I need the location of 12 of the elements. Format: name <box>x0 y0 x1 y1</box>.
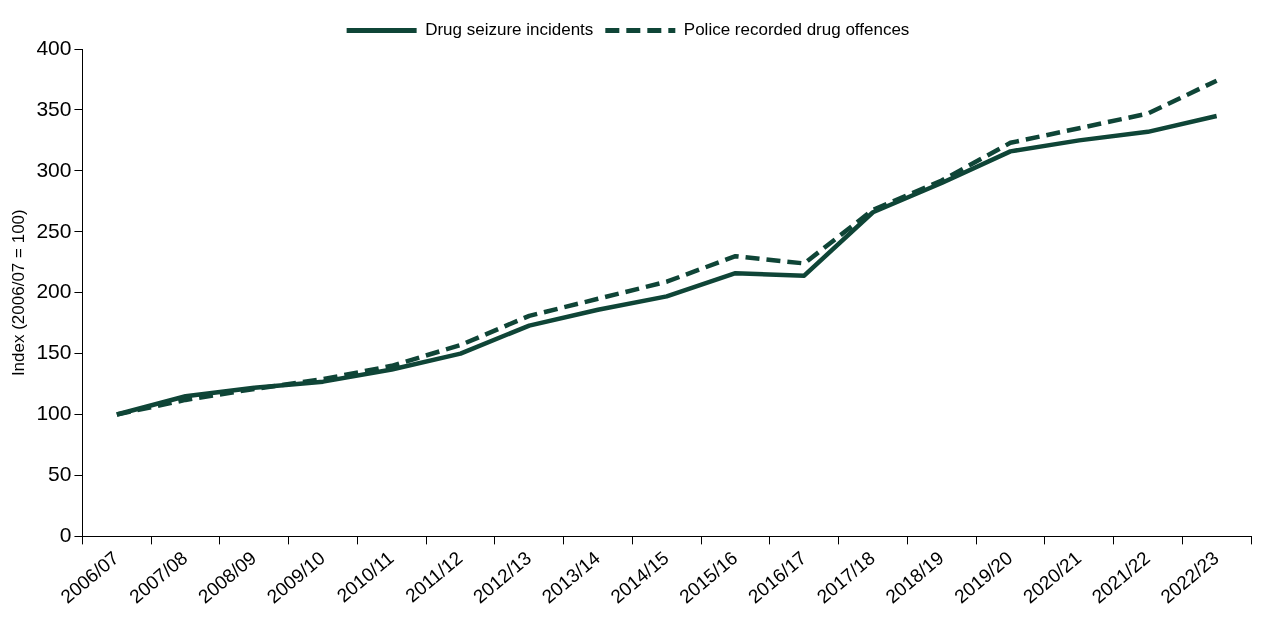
legend-label: Police recorded drug offences <box>683 20 910 40</box>
y-tick-label: 200 <box>36 279 72 303</box>
y-tick-label: 50 <box>48 462 72 486</box>
y-tick-label: 250 <box>36 218 72 242</box>
y-tick-label: 150 <box>36 340 72 364</box>
y-tick-label: 400 <box>36 35 72 59</box>
legend-label: Drug seizure incidents <box>425 20 594 40</box>
y-tick-label: 0 <box>59 523 72 547</box>
y-tick-label: 100 <box>36 401 72 425</box>
y-tick-label: 300 <box>36 157 72 181</box>
y-tick-label: 350 <box>36 96 72 120</box>
y-axis-title: Index (2006/07 = 100) <box>8 209 28 377</box>
